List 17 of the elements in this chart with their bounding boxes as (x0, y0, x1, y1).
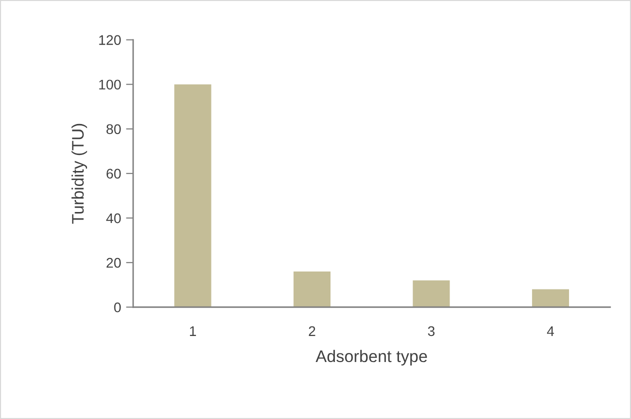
y-tick-label: 80 (106, 124, 121, 134)
y-tick-label: 100 (99, 80, 121, 90)
y-tick-label: 0 (114, 302, 121, 312)
x-axis-title: Adsorbent type (316, 350, 427, 366)
y-tick-label: 120 (99, 35, 121, 45)
y-axis-title: Turbidity (TU) (72, 124, 88, 224)
y-tick-label: 20 (106, 258, 121, 268)
bar (294, 271, 331, 308)
bar (532, 289, 570, 308)
x-tick-label: 4 (547, 326, 554, 336)
x-tick-label: 3 (428, 326, 435, 336)
x-tick-label: 2 (308, 326, 316, 336)
x-tick-label: 1 (190, 326, 196, 336)
bar (412, 280, 450, 308)
y-tick-label: 40 (106, 213, 121, 224)
y-tick-label: 60 (106, 168, 121, 179)
bar (174, 84, 212, 308)
